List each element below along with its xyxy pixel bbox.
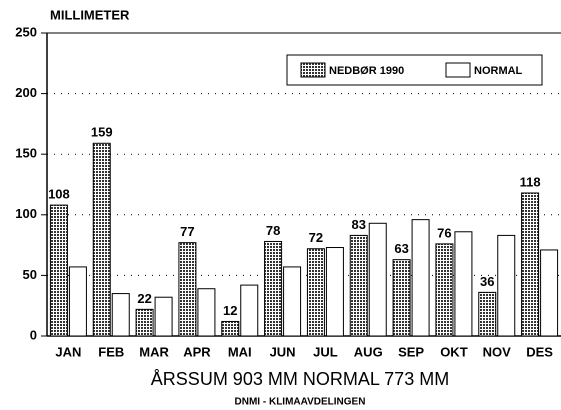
data-label: 159 (91, 125, 113, 140)
y-tick-label: 50 (23, 267, 37, 282)
data-label: 78 (266, 223, 280, 238)
bar (49, 204, 68, 337)
subtitle: ÅRSSUM 903 MM NORMAL 773 MM (151, 369, 449, 389)
data-label: 76 (437, 225, 451, 240)
data-label: 63 (394, 241, 408, 256)
axis-title: MILLIMETER (50, 7, 130, 22)
x-tick-label: MAR (139, 344, 169, 359)
bar (283, 266, 302, 337)
data-label: 72 (309, 230, 323, 245)
y-tick-label: 0 (30, 327, 37, 342)
x-tick-label: SEP (398, 344, 424, 359)
data-label: 12 (223, 303, 237, 318)
legend-swatch (300, 62, 326, 78)
x-tick-label: JAN (55, 344, 81, 359)
bar (325, 247, 344, 337)
bar (497, 234, 516, 337)
bar (368, 222, 387, 337)
bar (521, 192, 540, 337)
bar (111, 293, 130, 337)
data-label: 118 (520, 174, 541, 189)
bar (264, 240, 283, 337)
y-tick-label: 250 (15, 24, 37, 39)
bar (454, 231, 473, 337)
footer: DNMI - KLIMAAVDELINGEN (235, 397, 366, 408)
data-label: 83 (352, 217, 366, 232)
x-tick-label: MAI (228, 344, 252, 359)
legend-swatch (445, 62, 471, 78)
bar (349, 234, 368, 337)
x-tick-label: NOV (483, 344, 512, 359)
bar (68, 266, 87, 337)
bar (135, 308, 154, 337)
bar (411, 219, 430, 337)
bar (435, 243, 454, 337)
y-tick-label: 150 (15, 146, 37, 161)
x-tick-label: OKT (440, 344, 468, 359)
y-tick-label: 200 (15, 85, 37, 100)
bar (478, 291, 497, 337)
bar (221, 320, 240, 337)
bar (540, 249, 559, 337)
data-label: 36 (480, 274, 494, 289)
x-tick-label: AUG (354, 344, 383, 359)
x-tick-label: FEB (98, 344, 124, 359)
bar (392, 259, 411, 337)
x-tick-label: JUN (270, 344, 296, 359)
bar (197, 288, 216, 337)
bar (306, 248, 325, 337)
y-tick-label: 100 (15, 206, 37, 221)
data-label: 22 (137, 291, 151, 306)
legend-box (286, 54, 543, 86)
data-label: 108 (48, 187, 70, 202)
data-label: 77 (180, 224, 194, 239)
bar (154, 296, 173, 337)
x-tick-label: DES (526, 344, 553, 359)
bar (240, 284, 259, 337)
bar (178, 242, 197, 337)
x-tick-label: JUL (313, 344, 338, 359)
legend-label: NORMAL (474, 65, 523, 77)
legend-label: NEDBØR 1990 (329, 65, 404, 77)
bar (92, 142, 111, 337)
x-tick-label: APR (183, 344, 211, 359)
